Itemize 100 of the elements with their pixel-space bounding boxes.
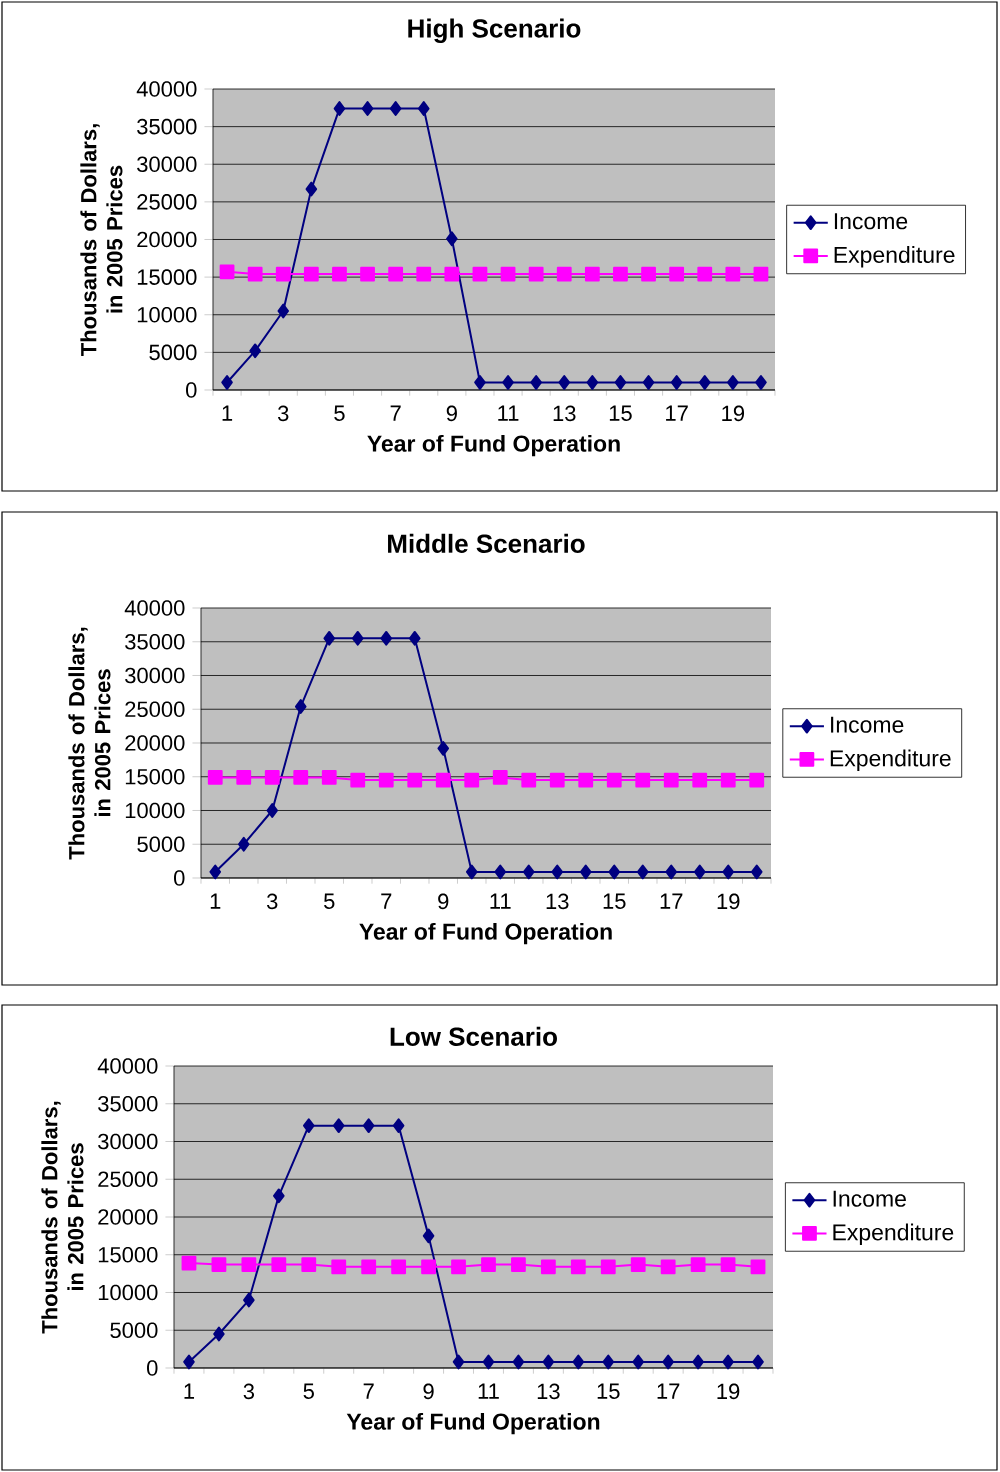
point [294, 699, 307, 714]
point [446, 231, 458, 247]
x-tick-label: 19 [722, 405, 745, 422]
y-tick-label: 25000 [125, 701, 185, 718]
point [435, 772, 451, 788]
point [697, 266, 713, 282]
y-tick-label: 30000 [137, 156, 197, 173]
point [752, 1354, 764, 1370]
x-tick-label: 7 [381, 893, 392, 909]
point [692, 772, 708, 788]
point [690, 1257, 706, 1272]
point [243, 1292, 255, 1308]
y-tick-label: 30000 [125, 667, 185, 684]
point [388, 266, 404, 282]
point [636, 864, 649, 880]
x-tick-label: 19 [717, 1383, 740, 1400]
x-tick-label: 9 [438, 893, 449, 910]
x-tick-label: 17 [657, 1383, 680, 1399]
point [472, 266, 488, 282]
point [632, 1354, 645, 1370]
point [522, 864, 535, 880]
point [181, 1255, 197, 1271]
x-tick-label: 3 [243, 1383, 255, 1400]
y-axis-title: Thousands of Dollars, in 2005 Prices [68, 627, 111, 860]
legend-label: Income [831, 716, 904, 733]
point [727, 375, 739, 390]
point [305, 181, 318, 197]
x-tick-label: 1 [210, 893, 221, 909]
legend-label: Income [833, 1190, 906, 1207]
y-tick-label: 20000 [137, 231, 197, 248]
legend-label: Expenditure [834, 246, 955, 268]
point [266, 803, 279, 818]
point [630, 1257, 646, 1272]
x-tick-label: 13 [546, 893, 569, 910]
y-tick-label: 0 [147, 1360, 158, 1376]
point [417, 101, 430, 116]
point [241, 1257, 257, 1272]
point [665, 864, 678, 880]
legend-label: Expenditure [830, 749, 951, 772]
point [378, 772, 394, 788]
point [437, 741, 450, 756]
point [361, 101, 374, 116]
x-tick-label: 5 [324, 893, 335, 909]
point [613, 266, 628, 282]
point [444, 266, 460, 282]
point [207, 770, 223, 785]
y-tick-label: 35000 [125, 633, 185, 650]
point [331, 1259, 347, 1275]
x-tick-label: 7 [390, 405, 401, 421]
point [521, 772, 537, 788]
x-tick-label: 7 [363, 1383, 374, 1399]
point [302, 1118, 315, 1134]
point [642, 375, 655, 390]
point [492, 770, 508, 785]
point [669, 266, 685, 282]
point [725, 266, 741, 282]
point [512, 1354, 525, 1370]
y-tick-label: 25000 [137, 194, 197, 210]
x-tick-label: 13 [553, 405, 576, 422]
point [663, 772, 679, 788]
y-tick-label: 35000 [137, 118, 197, 135]
y-tick-label: 0 [174, 870, 185, 886]
point [670, 375, 683, 390]
point [303, 266, 319, 282]
point [753, 266, 769, 282]
point [692, 1354, 704, 1370]
point [720, 772, 736, 788]
point [586, 375, 599, 390]
point [221, 375, 233, 390]
point [293, 770, 309, 785]
point [351, 630, 364, 646]
point [264, 770, 280, 785]
point [271, 1257, 287, 1272]
point [416, 266, 432, 282]
point [750, 864, 763, 880]
point [600, 1259, 616, 1275]
chart-title: Middle Scenario [388, 533, 585, 553]
point [474, 375, 486, 390]
point [421, 1259, 436, 1275]
point [407, 772, 423, 788]
chart-title: High Scenario [408, 18, 581, 43]
point [392, 1118, 405, 1134]
point [481, 1257, 496, 1272]
point [749, 772, 765, 788]
point [528, 266, 544, 282]
x-tick-label: 9 [446, 405, 457, 422]
point [277, 303, 290, 319]
point [321, 770, 337, 785]
x-tick-label: 3 [277, 405, 289, 422]
y-tick-label: 40000 [97, 1058, 158, 1074]
y-tick-label: 20000 [125, 735, 185, 751]
y-tick-label: 20000 [98, 1209, 158, 1225]
point [219, 264, 235, 280]
point [273, 1188, 285, 1204]
point [608, 864, 621, 880]
y-tick-label: 5000 [149, 344, 197, 361]
point [464, 772, 480, 788]
point [323, 630, 336, 646]
point [530, 375, 542, 390]
y-tick-label: 40000 [124, 600, 185, 616]
